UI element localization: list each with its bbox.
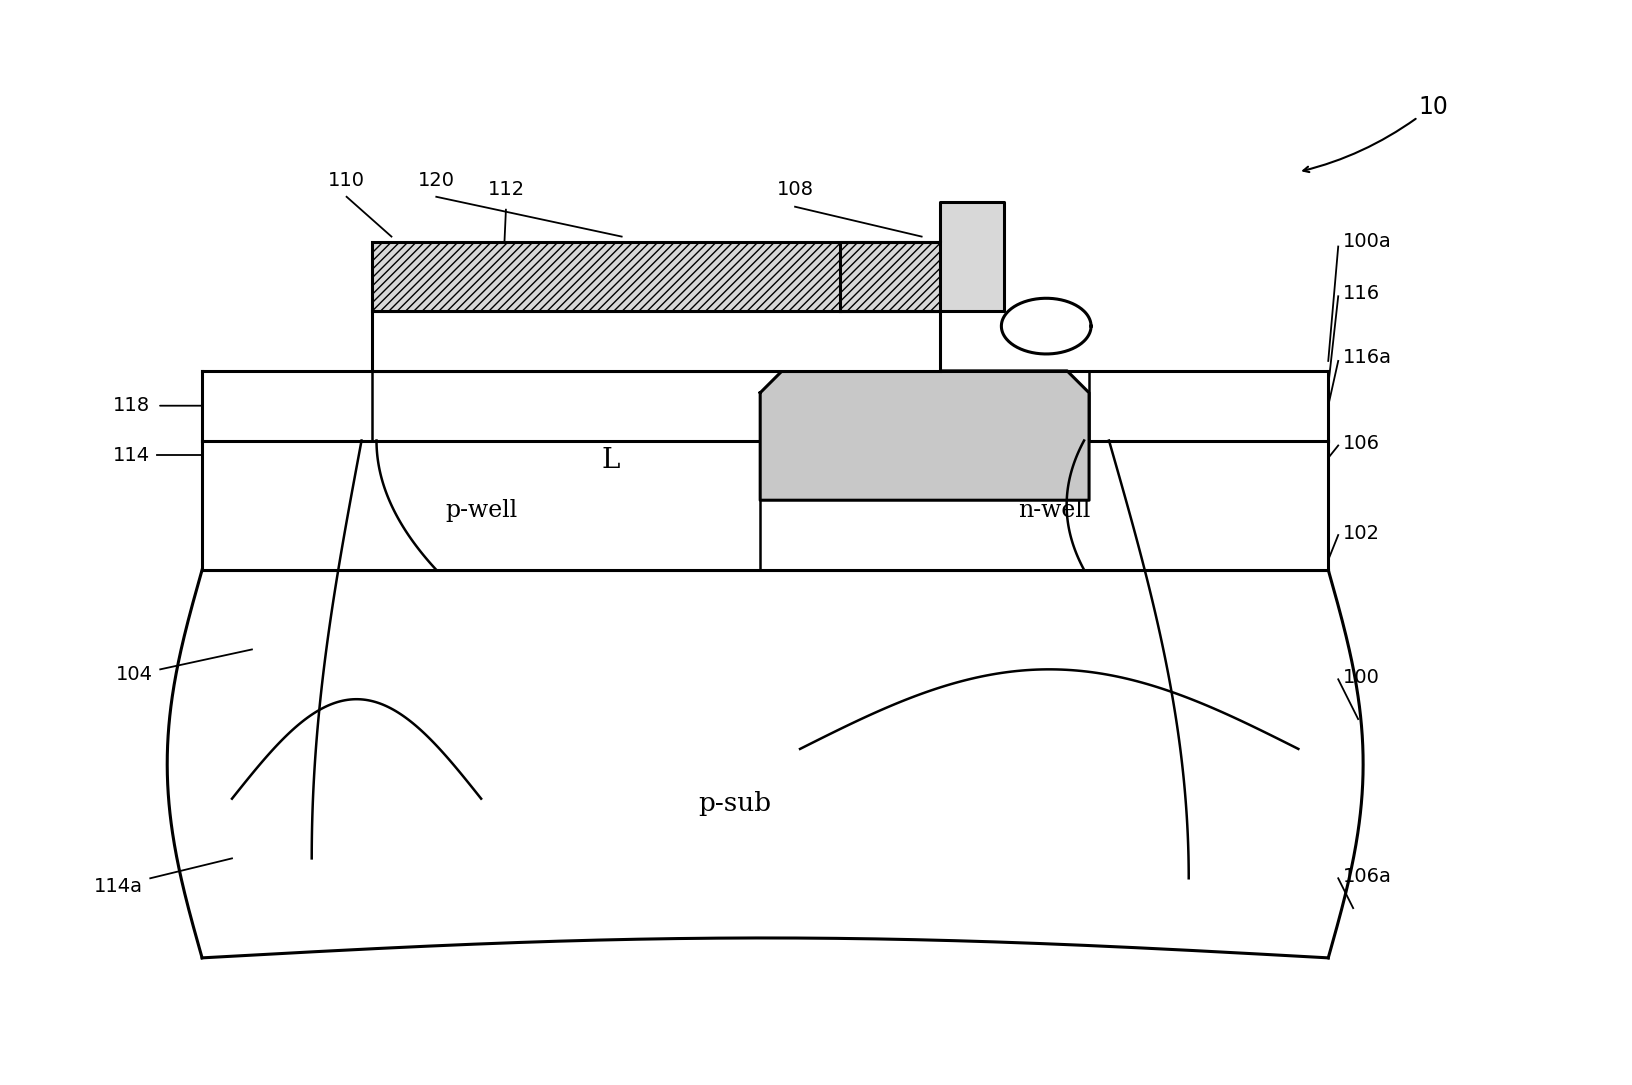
Bar xyxy=(202,371,1328,441)
Text: 110: 110 xyxy=(328,170,366,190)
Text: n$^+$: n$^+$ xyxy=(1195,394,1224,418)
Text: 106a: 106a xyxy=(1343,867,1392,885)
Text: n-well: n-well xyxy=(1018,499,1090,522)
Text: 118: 118 xyxy=(113,396,150,416)
Bar xyxy=(202,441,1328,570)
Text: p-sub: p-sub xyxy=(698,791,772,816)
Text: n: n xyxy=(917,436,932,455)
Text: L: L xyxy=(602,447,620,474)
Text: n$^+$: n$^+$ xyxy=(362,394,392,418)
Text: 104: 104 xyxy=(116,665,153,684)
Polygon shape xyxy=(1002,298,1092,354)
Text: 102: 102 xyxy=(1343,524,1381,542)
Text: 114a: 114a xyxy=(95,877,144,896)
Text: 100: 100 xyxy=(1343,667,1381,687)
Text: 116: 116 xyxy=(1343,284,1381,303)
Text: 116a: 116a xyxy=(1343,348,1392,368)
Text: 100a: 100a xyxy=(1343,232,1392,251)
Text: 120: 120 xyxy=(418,170,455,190)
Polygon shape xyxy=(840,202,1004,311)
Text: p-well: p-well xyxy=(446,499,517,522)
Text: 114: 114 xyxy=(113,446,150,465)
Text: 10: 10 xyxy=(1418,95,1448,119)
Polygon shape xyxy=(761,371,1089,500)
Bar xyxy=(372,242,940,311)
Text: 112: 112 xyxy=(488,180,524,199)
Text: p$^+$: p$^+$ xyxy=(273,392,302,420)
Text: 106: 106 xyxy=(1343,434,1381,454)
Polygon shape xyxy=(166,570,1363,958)
Text: 108: 108 xyxy=(777,180,814,199)
Bar xyxy=(372,311,940,371)
